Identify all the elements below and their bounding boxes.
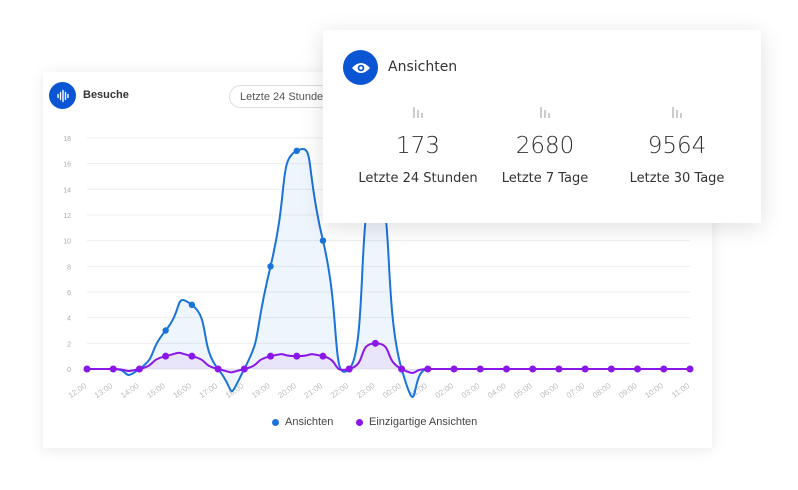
x-tick-label: 09:00 (617, 381, 639, 400)
y-tick-label: 4 (67, 316, 71, 323)
unique-views-point (319, 352, 327, 360)
series-line (87, 342, 690, 374)
unique-views-point (214, 365, 222, 373)
stat-label: Letzte 24 Stunden (358, 171, 478, 186)
x-tick-label: 05:00 (512, 381, 534, 400)
x-tick-label: 10:00 (643, 381, 665, 400)
stat-value: 9564 (647, 133, 707, 159)
unique-views-point (240, 365, 248, 373)
legend-label-views: Ansichten (285, 416, 334, 428)
unique-views-point (555, 365, 563, 373)
unique-views-point (634, 365, 642, 373)
x-tick-label: 16:00 (171, 381, 193, 400)
legend-item-views[interactable]: Ansichten (272, 416, 333, 428)
unique-views-point (502, 365, 510, 373)
views-point (188, 301, 196, 309)
series-area (87, 343, 690, 373)
y-tick-label: 16 (63, 162, 71, 169)
legend-dot-unique-views (356, 418, 363, 426)
stat-label: Letzte 7 Tage (501, 171, 589, 186)
unique-views-point (371, 339, 379, 347)
unique-views-point (267, 352, 275, 360)
unique-views-point (83, 365, 91, 373)
views-point (293, 147, 300, 155)
x-tick-label: 04:00 (486, 381, 508, 400)
visits-chart: 0 2 4 6 8 10 12 14 16 18 12:00 13:00 14:00 15:00 16:00… (63, 136, 694, 400)
unique-views-point (686, 365, 694, 373)
x-tick-label: 22:00 (329, 381, 351, 400)
y-tick-label: 10 (63, 239, 71, 246)
x-tick-label: 21:00 (303, 381, 325, 400)
y-tick-label: 14 (63, 187, 71, 194)
legend-item-unique-views[interactable]: Einzigartige Ansichten (356, 416, 477, 428)
bar-chart-icon (540, 107, 550, 118)
unique-views-point (398, 365, 406, 373)
unique-views-point (476, 365, 484, 373)
visits-title: Besuche (83, 89, 129, 101)
unique-views-point (135, 365, 143, 373)
legend-label-unique-views: Einzigartige Ansichten (369, 416, 478, 428)
x-tick-label: 02:00 (434, 381, 456, 400)
unique-views-point (424, 365, 432, 373)
eye-icon (343, 50, 378, 85)
y-tick-label: 2 (67, 341, 71, 348)
x-tick-label: 14:00 (119, 381, 141, 400)
unique-views-point (109, 365, 117, 373)
unique-views-point (345, 365, 353, 373)
stat-0: 173 Letzte 24 Stunden (348, 105, 488, 186)
unique-views-point (450, 365, 458, 373)
bar-chart-icon (413, 107, 423, 118)
views-title: Ansichten (388, 59, 458, 75)
x-tick-label: 19:00 (250, 381, 272, 400)
x-tick-label: 20:00 (276, 381, 298, 400)
bar-chart-icon (672, 107, 682, 118)
x-tick-label: 00:00 (381, 381, 403, 400)
x-tick-label: 17:00 (198, 381, 220, 400)
x-tick-label: 06:00 (538, 381, 560, 400)
unique-views-point (607, 365, 615, 373)
y-tick-label: 0 (67, 367, 71, 374)
audio-wave-icon (49, 82, 76, 109)
stat-2: 9564 Letzte 30 Tage (607, 105, 747, 186)
unique-views-point (162, 352, 170, 360)
stat-value: 173 (396, 133, 440, 159)
unique-views-point (293, 352, 301, 360)
x-tick-label: 11:00 (670, 381, 692, 400)
x-tick-label: 03:00 (460, 381, 482, 400)
y-tick-label: 12 (63, 213, 71, 220)
x-tick-label: 12:00 (67, 381, 89, 400)
stat-value: 2680 (515, 133, 575, 159)
unique-views-point (188, 352, 196, 360)
x-tick-label: 15:00 (145, 381, 167, 400)
y-tick-label: 8 (67, 264, 71, 271)
views-card: Ansichten 173 Letzte 24 Stunden 2680 Letzte… (323, 30, 761, 223)
views-point (267, 263, 274, 270)
stat-label: Letzte 30 Tage (629, 171, 725, 186)
y-tick-label: 18 (63, 136, 71, 143)
x-tick-label: 08:00 (591, 381, 613, 400)
stat-1: 2680 Letzte 7 Tage (475, 105, 615, 186)
unique-views-point (660, 365, 668, 373)
y-tick-label: 6 (67, 290, 71, 297)
x-tick-label: 07:00 (565, 381, 587, 400)
unique-views-point (529, 365, 537, 373)
views-point (162, 327, 169, 334)
unique-views-point (581, 365, 589, 373)
legend-dot-views (272, 418, 279, 426)
views-point (319, 237, 327, 244)
x-tick-label: 23:00 (355, 381, 377, 400)
x-tick-label: 13:00 (93, 381, 115, 400)
